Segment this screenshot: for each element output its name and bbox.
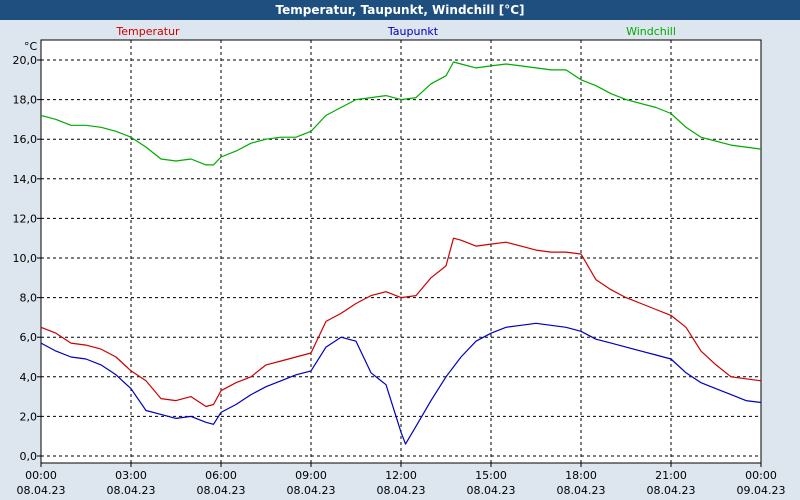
x-tick-date: 08.04.23 — [377, 484, 426, 497]
grid-lines — [41, 40, 761, 463]
y-tick-label: 10,0 — [13, 252, 38, 265]
series-line-temperatur — [40, 237, 762, 408]
y-tick-label: 4,0 — [20, 371, 38, 384]
x-tick-time: 15:00 — [475, 469, 507, 482]
x-tick-time: 03:00 — [115, 469, 147, 482]
x-tick-date: 08.04.23 — [467, 484, 516, 497]
x-tick-time: 06:00 — [205, 469, 237, 482]
x-axis-ticks: 00:00 08.04.23 03:00 08.04.23 06:00 08.04.23 0… — [17, 463, 786, 497]
x-tick-time: 00:00 — [745, 469, 777, 482]
x-tick-date: 08.04.23 — [107, 484, 156, 497]
y-tick-label: 2,0 — [20, 410, 38, 423]
chart-title: Temperatur, Taupunkt, Windchill [°C] — [0, 0, 800, 20]
y-tick-label: 16,0 — [13, 133, 38, 146]
x-tick-date: 09.04.23 — [737, 484, 786, 497]
x-tick-date: 08.04.23 — [17, 484, 66, 497]
legend-entry-taupunkt: Taupunkt — [387, 25, 439, 38]
y-tick-label: 8,0 — [20, 292, 38, 305]
x-tick-time: 18:00 — [565, 469, 597, 482]
y-tick-label: 12,0 — [13, 212, 38, 225]
x-tick-time: 00:00 — [25, 469, 57, 482]
x-tick-time: 09:00 — [295, 469, 327, 482]
x-tick-date: 08.04.23 — [647, 484, 696, 497]
y-tick-label: 6,0 — [20, 331, 38, 344]
y-tick-label: 0,0 — [20, 450, 38, 463]
legend-entry-temperatur: Temperatur — [115, 25, 180, 38]
series-line-windchill — [40, 61, 762, 166]
y-tick-label: 18,0 — [13, 94, 38, 107]
legend-entry-windchill: Windchill — [626, 25, 676, 38]
x-tick-time: 12:00 — [385, 469, 417, 482]
y-axis-unit: °C — [24, 40, 38, 53]
x-tick-date: 08.04.23 — [287, 484, 336, 497]
x-tick-time: 21:00 — [655, 469, 687, 482]
series-lines — [40, 61, 762, 445]
x-tick-date: 08.04.23 — [197, 484, 246, 497]
series-line-taupunkt — [40, 322, 762, 445]
y-tick-label: 14,0 — [13, 173, 38, 186]
legend: Temperatur Taupunkt Windchill — [115, 25, 676, 38]
x-tick-date: 08.04.23 — [557, 484, 606, 497]
y-axis-ticks: 0,0 2,0 4,0 6,0 8,0 10,0 12,0 14,0 16,0 18,0 20,0 — [13, 54, 41, 463]
y-tick-label: 20,0 — [13, 54, 38, 67]
